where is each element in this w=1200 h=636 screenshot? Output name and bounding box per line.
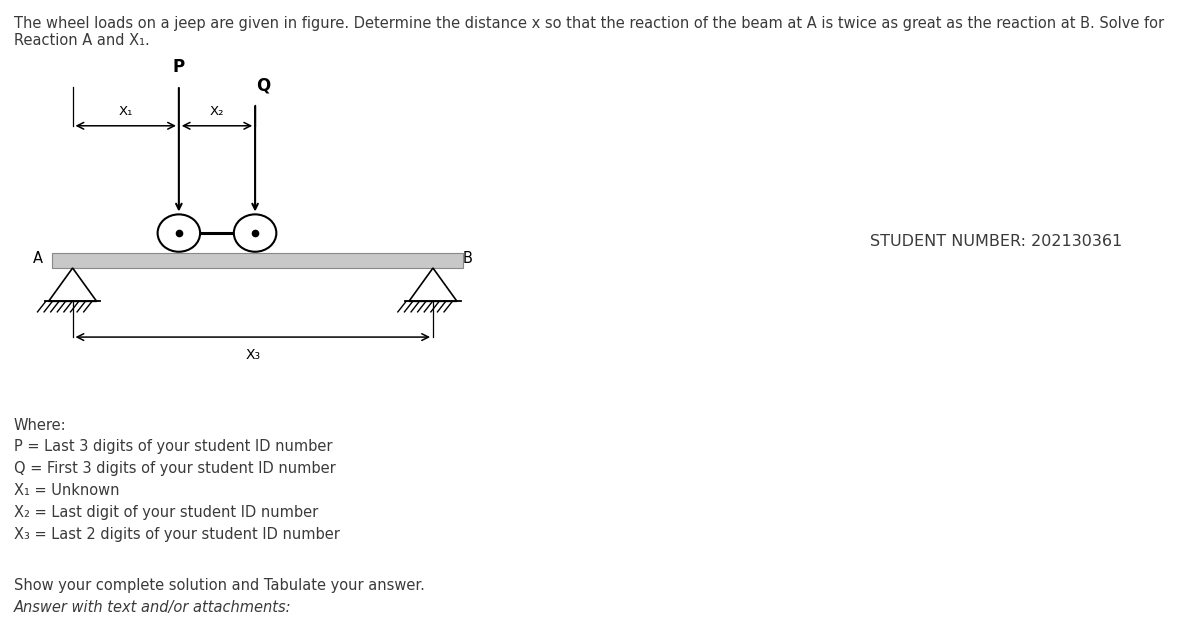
Text: Q: Q	[257, 76, 270, 95]
Circle shape	[157, 214, 200, 252]
Text: Reaction A and X₁.: Reaction A and X₁.	[14, 33, 150, 48]
Text: Show your complete solution and Tabulate your answer.: Show your complete solution and Tabulate…	[14, 578, 425, 593]
Text: Q = First 3 digits of your student ID number: Q = First 3 digits of your student ID nu…	[14, 461, 336, 476]
Text: B: B	[463, 251, 473, 266]
Text: STUDENT NUMBER: 202130361: STUDENT NUMBER: 202130361	[870, 233, 1122, 249]
Text: X₂: X₂	[210, 106, 224, 118]
Polygon shape	[409, 268, 457, 301]
Text: X₃ = Last 2 digits of your student ID number: X₃ = Last 2 digits of your student ID nu…	[14, 527, 340, 542]
Text: P: P	[173, 59, 185, 76]
Text: Where:: Where:	[14, 418, 67, 433]
Polygon shape	[48, 268, 97, 301]
Text: Answer with text and/or attachments:: Answer with text and/or attachments:	[14, 600, 292, 615]
Text: P = Last 3 digits of your student ID number: P = Last 3 digits of your student ID num…	[14, 439, 332, 454]
Bar	[52, 252, 463, 268]
Text: X₁ = Unknown: X₁ = Unknown	[14, 483, 120, 498]
Text: A: A	[32, 251, 42, 266]
Text: X₁: X₁	[119, 106, 133, 118]
Circle shape	[234, 214, 276, 252]
Text: X₂ = Last digit of your student ID number: X₂ = Last digit of your student ID numbe…	[14, 505, 318, 520]
Text: X₃: X₃	[245, 349, 260, 363]
Text: The wheel loads on a jeep are given in figure. Determine the distance x so that : The wheel loads on a jeep are given in f…	[14, 16, 1164, 31]
